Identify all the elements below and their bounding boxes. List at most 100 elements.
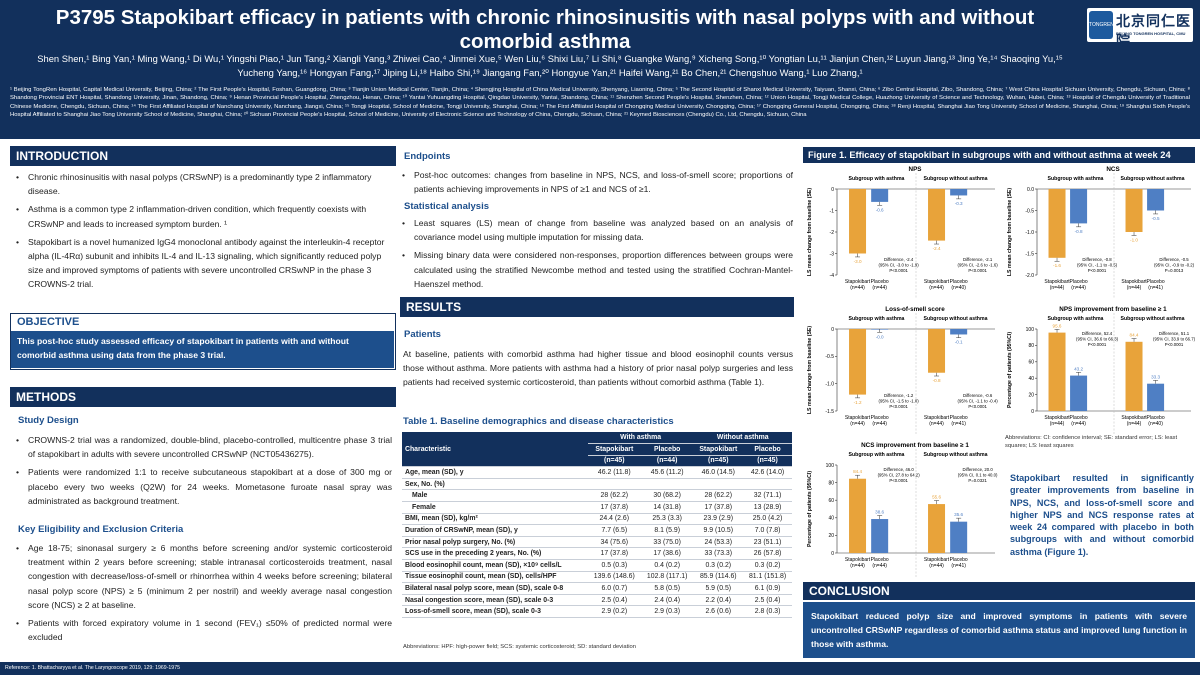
y-tick-label: 20 bbox=[1028, 392, 1034, 398]
table-row: Duration of CRSwNP, mean (SD), y 7.7 (6.5… bbox=[402, 524, 792, 537]
difference-annotation: P<0.0001 bbox=[1165, 342, 1184, 347]
y-tick-label: -2.0 bbox=[1025, 273, 1034, 279]
table-cell: 6.1 (0.9) bbox=[743, 582, 792, 595]
y-tick-label: -1.0 bbox=[825, 381, 834, 387]
efficacy-figure: NPS LS mean change from baseline (SE) 0 -1 -… bbox=[807, 166, 1195, 577]
table-column-label: Placebo bbox=[640, 443, 694, 456]
table-group-with: With asthma bbox=[587, 432, 694, 445]
x-category-label: Placebo (n=41) bbox=[950, 557, 968, 569]
difference-annotation: Difference, -1.2 bbox=[884, 393, 914, 398]
table-row-label: Bilateral nasal polyp score, mean (SD), … bbox=[402, 582, 588, 595]
bar-value-label: -0.5 bbox=[1152, 216, 1160, 221]
patients-heading: Patients bbox=[404, 329, 441, 340]
chart-title: NPS improvement from baseline ≥ 1 bbox=[1059, 306, 1167, 313]
table-row: BMI, mean (SD), kg/m² 24.4 (2.6) 25.3 (3.3… bbox=[402, 513, 792, 526]
bar-value-label: -0.8 bbox=[1075, 229, 1083, 234]
table-row: SCS use in the preceding 2 years, No. (%… bbox=[402, 547, 792, 561]
difference-annotation: P<0.0001 bbox=[968, 268, 987, 273]
bar-value-label: 55.6 bbox=[932, 495, 941, 500]
table-cell: 6.0 (0.7) bbox=[587, 582, 641, 595]
eligibility-bullet: Patients with forced expiratory volume i… bbox=[14, 616, 392, 644]
table-cell: 2.5 (0.4) bbox=[743, 594, 792, 607]
table-cell: 32 (71.1) bbox=[743, 489, 792, 503]
table-cell: 34 (75.6) bbox=[587, 536, 641, 549]
table-cell: 7.0 (7.8) bbox=[743, 524, 792, 537]
table-cell bbox=[640, 478, 694, 491]
x-category-label: Stapokibart (n=44) bbox=[845, 415, 871, 427]
table-cell: 17 (38.6) bbox=[640, 547, 694, 561]
stapokibart-bar bbox=[849, 478, 867, 553]
logo-english-text: BEIJING TONGREN HOSPITAL, CMU bbox=[1116, 31, 1186, 36]
table-cell: 14 (31.8) bbox=[640, 501, 694, 514]
y-tick-label: 40 bbox=[1028, 376, 1034, 382]
study-design-bullet: Patients were randomized 1:1 to receive … bbox=[14, 465, 392, 508]
x-category-label: Placebo (n=41) bbox=[1147, 279, 1165, 291]
difference-annotation: P<0.0001 bbox=[889, 478, 908, 483]
table-cell: 46.2 (11.8) bbox=[587, 466, 641, 479]
table-row: Nasal congestion score, mean (SD), scale… bbox=[402, 594, 792, 607]
y-tick-label: 0.0 bbox=[1027, 187, 1034, 193]
x-category-label: Stapokibart (n=44) bbox=[1121, 415, 1147, 427]
y-tick-label: -0.5 bbox=[1025, 208, 1034, 214]
stapokibart-bar bbox=[849, 189, 867, 254]
table-row-label: Duration of CRSwNP, mean (SD), y bbox=[402, 524, 588, 537]
panel-subtitle: Subgroup with asthma bbox=[849, 452, 905, 458]
stapokibart-bar bbox=[928, 189, 946, 241]
y-tick-label: 80 bbox=[828, 480, 834, 486]
chart-title: NCS improvement from baseline ≥ 1 bbox=[861, 442, 969, 449]
study-design-bullet: CROWNS-2 trial was a randomized, double-… bbox=[14, 433, 392, 461]
difference-annotation: (95% CI, 0.1 to 40.0) bbox=[958, 473, 998, 478]
table-cell: 5.8 (0.5) bbox=[640, 582, 694, 595]
difference-annotation: (95% CI, -1.1 to -0.4) bbox=[958, 399, 999, 404]
bar-value-label: -3.0 bbox=[854, 259, 862, 264]
table-header-row: (n=45) (n=44) (n=45) (n=45) bbox=[402, 455, 792, 468]
table-row: Tissue eosinophil count, mean (SD), cell… bbox=[402, 571, 792, 584]
difference-annotation: (95% CI, 33.9 to 66.7) bbox=[1153, 337, 1195, 342]
table-row-label: Sex, No. (%) bbox=[402, 478, 588, 491]
table-cell: 102.8 (117.1) bbox=[640, 571, 694, 584]
table-cell: 24 (53.3) bbox=[693, 536, 744, 549]
bar-value-label: 35.6 bbox=[954, 512, 963, 517]
placebo-bar bbox=[950, 189, 968, 196]
table-row: Female 17 (37.8) 14 (31.8) 17 (37.8) 13 (28.… bbox=[402, 501, 792, 514]
placebo-bar bbox=[871, 519, 889, 553]
chart-title: NCS bbox=[1106, 166, 1119, 173]
bar-value-label: 43.2 bbox=[1074, 366, 1083, 371]
patients-text: At baseline, patients with comorbid asth… bbox=[403, 349, 793, 388]
difference-annotation: (95% CI, -1.5 to -1.0) bbox=[879, 399, 920, 404]
difference-annotation: (95% CI, -1.1 to -0.5) bbox=[1077, 263, 1118, 268]
intro-list: Chronic rhinosinusitis with nasal polyps… bbox=[14, 170, 392, 296]
table-cell: 45.6 (11.2) bbox=[640, 466, 694, 479]
table-row-label: Tissue eosinophil count, mean (SD), cell… bbox=[402, 571, 588, 584]
difference-annotation: Difference, -0.5 bbox=[1159, 257, 1189, 262]
x-category-label: Placebo (n=44) bbox=[871, 415, 889, 427]
table-cell: 24.4 (2.6) bbox=[587, 513, 641, 526]
bar-value-label: -0.6 bbox=[876, 207, 884, 212]
stapokibart-bar bbox=[1048, 189, 1066, 258]
table-cell: 25.0 (4.2) bbox=[743, 513, 792, 526]
y-tick-label: 0 bbox=[831, 551, 834, 557]
difference-annotation: (95% CI, -0.9 to -0.2) bbox=[1154, 263, 1195, 268]
results-heading: RESULTS bbox=[400, 297, 794, 317]
table-header-row: Characteristic With asthma Without asthma bbox=[402, 432, 792, 468]
panel-subtitle: Subgroup with asthma bbox=[1048, 176, 1104, 182]
table-cell: 2.9 (0.2) bbox=[587, 605, 641, 618]
stapokibart-bar bbox=[928, 504, 946, 553]
conclusion-heading: CONCLUSION bbox=[803, 582, 1195, 600]
y-axis-label: LS mean change from baseline (SE) bbox=[807, 326, 813, 414]
panel-subtitle: Subgroup without asthma bbox=[924, 452, 988, 458]
difference-annotation: P<0.0001 bbox=[1088, 268, 1107, 273]
placebo-bar bbox=[950, 521, 968, 553]
table-cell: 0.5 (0.3) bbox=[587, 559, 641, 572]
difference-annotation: P<0.0001 bbox=[889, 404, 908, 409]
difference-annotation: P<0.0001 bbox=[889, 268, 908, 273]
x-category-label: Stapokibart (n=44) bbox=[924, 279, 950, 291]
endpoints-heading: Endpoints bbox=[404, 151, 451, 162]
bar-value-label: -1.2 bbox=[854, 400, 862, 405]
table-row: Sex, No. (%) bbox=[402, 478, 792, 491]
bar-value-label: -0.1 bbox=[955, 340, 963, 345]
table-cell: 17 (37.8) bbox=[587, 501, 641, 514]
stats-list: Least squares (LS) mean of change from b… bbox=[400, 216, 793, 295]
panel-subtitle: Subgroup with asthma bbox=[1048, 316, 1104, 322]
bar-value-label: -1.6 bbox=[1053, 263, 1061, 268]
